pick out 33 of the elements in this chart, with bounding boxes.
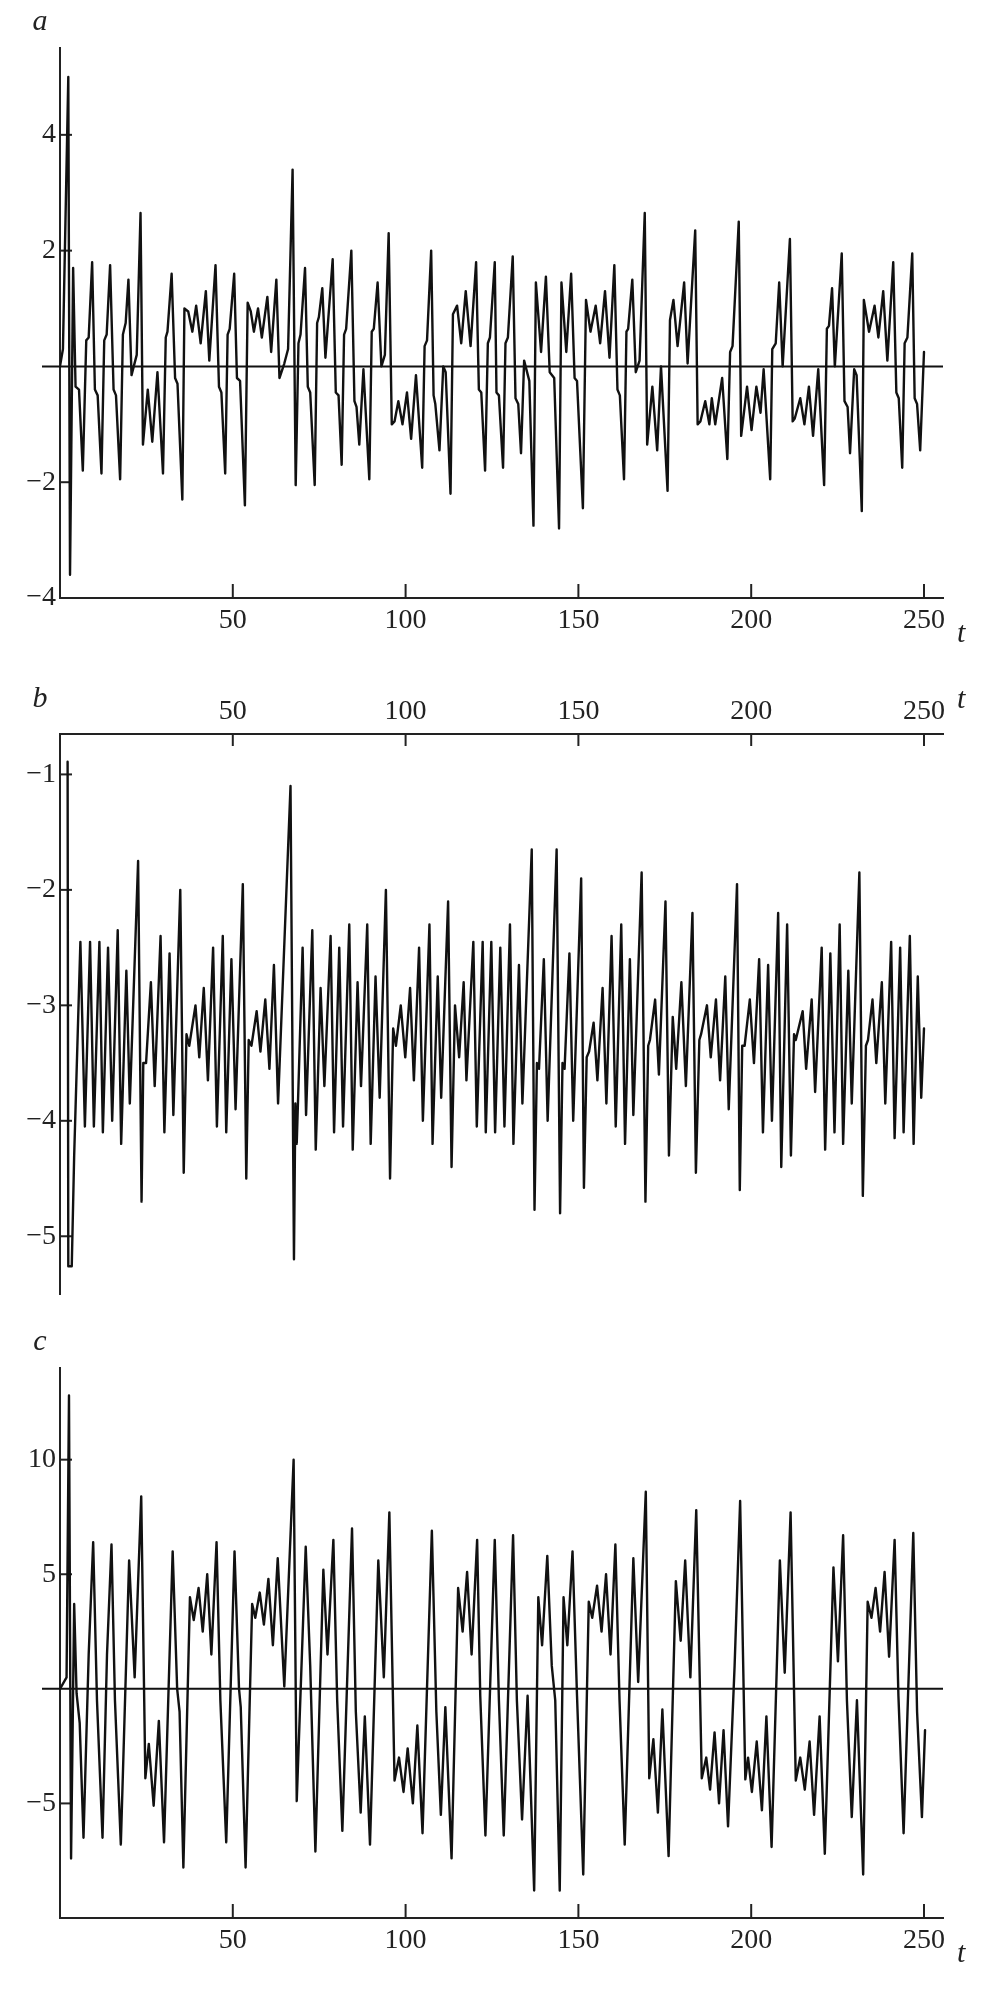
chart-title: c xyxy=(33,1322,47,1356)
y-tick-label: −4 xyxy=(26,1103,56,1135)
x-tick-label: 50 xyxy=(218,603,247,635)
x-tick-label: 150 xyxy=(557,1923,600,1955)
y-tick-label: −5 xyxy=(26,1218,56,1250)
y-tick-label: −2 xyxy=(26,464,56,496)
x-tick-label: 100 xyxy=(384,603,427,635)
x-tick-label: 100 xyxy=(384,693,427,725)
y-tick-label: 4 xyxy=(42,117,56,149)
y-tick-label: −1 xyxy=(26,756,56,788)
x-tick-label: 250 xyxy=(902,603,945,635)
x-tick-label: 150 xyxy=(557,603,600,635)
x-tick-label: 50 xyxy=(218,1923,247,1955)
chart-title: a xyxy=(32,2,48,36)
y-tick-label: 5 xyxy=(42,1556,56,1588)
y-tick-label: −5 xyxy=(26,1785,56,1817)
x-tick-label: 250 xyxy=(902,693,945,725)
y-tick-label: −2 xyxy=(26,872,56,904)
x-tick-label: 150 xyxy=(557,693,600,725)
x-axis-title: t xyxy=(957,1934,966,1968)
x-tick-label: 200 xyxy=(730,1923,773,1955)
y-tick-label: 2 xyxy=(42,232,56,264)
x-tick-label: 200 xyxy=(730,693,773,725)
x-tick-label: 100 xyxy=(384,1923,427,1955)
chart-title: b xyxy=(32,679,48,713)
y-tick-label: −4 xyxy=(26,580,56,612)
y-tick-label: −3 xyxy=(26,987,56,1019)
x-axis-title: t xyxy=(957,680,966,714)
x-tick-label: 200 xyxy=(730,603,773,635)
x-tick-label: 250 xyxy=(902,1923,945,1955)
x-axis-title: t xyxy=(957,614,966,648)
y-tick-label: 10 xyxy=(28,1442,56,1474)
x-tick-label: 50 xyxy=(218,693,247,725)
